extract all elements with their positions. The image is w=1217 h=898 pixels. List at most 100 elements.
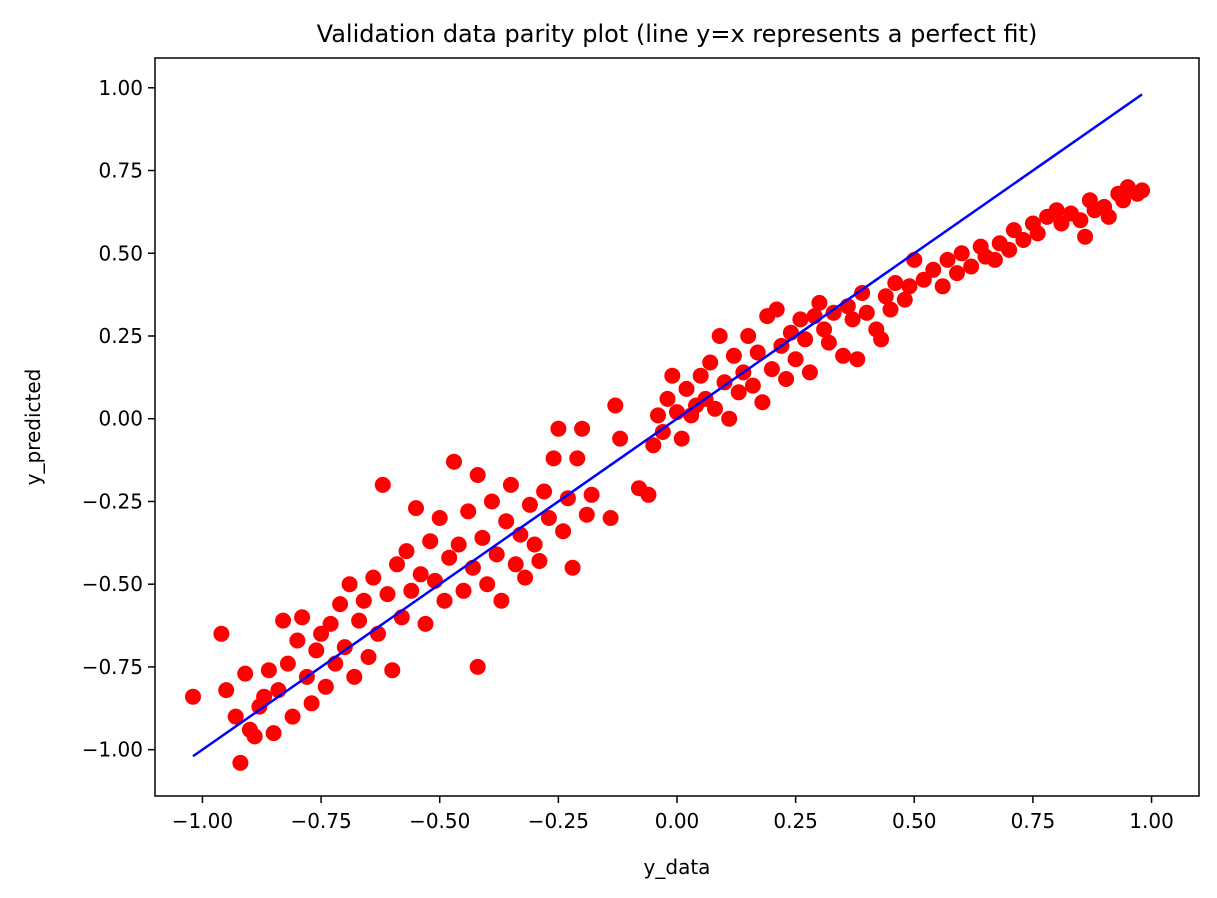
data-point bbox=[517, 569, 534, 586]
data-point bbox=[355, 592, 372, 609]
data-point bbox=[963, 258, 980, 275]
data-point bbox=[313, 625, 330, 642]
data-point bbox=[740, 328, 757, 344]
data-point bbox=[725, 347, 742, 364]
data-point bbox=[986, 251, 1003, 268]
x-tick-label: 0.50 bbox=[892, 809, 937, 833]
data-point bbox=[502, 476, 519, 493]
data-point bbox=[768, 301, 785, 318]
data-point bbox=[1100, 208, 1117, 225]
data-point bbox=[389, 556, 405, 573]
data-point bbox=[374, 476, 391, 493]
data-point bbox=[1072, 212, 1089, 229]
data-point bbox=[583, 486, 600, 503]
y-axis: −1.00 −0.75 −0.50 −0.25 0.00 0.25 0.50 0.75 1.00 bbox=[82, 76, 155, 762]
data-point bbox=[1048, 202, 1065, 219]
data-point bbox=[835, 347, 852, 364]
data-point bbox=[498, 513, 515, 530]
data-point bbox=[925, 261, 942, 278]
data-point bbox=[887, 275, 904, 291]
data-point bbox=[531, 553, 548, 569]
data-point bbox=[289, 632, 306, 649]
data-point bbox=[640, 486, 657, 503]
plot-frame bbox=[154, 57, 1200, 797]
data-point bbox=[721, 410, 738, 427]
x-tick-label: −0.75 bbox=[290, 809, 351, 833]
data-point bbox=[450, 536, 467, 553]
data-point bbox=[569, 450, 586, 467]
data-point bbox=[1001, 241, 1018, 258]
data-point bbox=[308, 642, 325, 659]
data-point bbox=[260, 662, 277, 679]
data-point bbox=[730, 384, 747, 401]
data-point bbox=[256, 688, 273, 705]
data-point bbox=[744, 377, 761, 394]
data-point bbox=[265, 725, 282, 742]
x-axis: −1.00 −0.75 −0.50 −0.25 0.00 0.25 0.50 0.75 1.00 bbox=[172, 796, 1174, 833]
data-point bbox=[469, 467, 486, 483]
data-point bbox=[692, 367, 709, 384]
data-point bbox=[854, 285, 871, 301]
data-point bbox=[825, 304, 842, 321]
data-point bbox=[1005, 222, 1022, 239]
data-point bbox=[275, 612, 292, 629]
x-tick-label: −0.25 bbox=[528, 809, 589, 833]
data-point bbox=[1134, 182, 1151, 199]
data-point bbox=[536, 483, 553, 500]
y-tick-label: −1.00 bbox=[82, 738, 143, 762]
data-point bbox=[332, 596, 349, 613]
data-point bbox=[237, 665, 254, 682]
data-point bbox=[460, 503, 477, 520]
data-point bbox=[227, 708, 244, 725]
data-point bbox=[574, 420, 591, 437]
data-point bbox=[820, 334, 837, 351]
data-point bbox=[303, 695, 320, 712]
data-point bbox=[749, 344, 766, 361]
data-point bbox=[479, 576, 496, 593]
data-point bbox=[896, 291, 913, 308]
data-point bbox=[294, 609, 311, 626]
x-tick-label: 0.25 bbox=[773, 809, 818, 833]
x-tick-label: 1.00 bbox=[1129, 809, 1174, 833]
y-tick-label: 0.25 bbox=[98, 324, 143, 348]
data-point bbox=[493, 592, 510, 609]
data-point bbox=[787, 351, 804, 368]
data-point bbox=[901, 278, 918, 295]
data-point bbox=[346, 668, 363, 685]
data-point bbox=[436, 592, 453, 609]
data-point bbox=[246, 728, 263, 745]
data-point bbox=[882, 301, 899, 318]
x-tick-label: 0.75 bbox=[1011, 809, 1056, 833]
chart-title: Validation data parity plot (line y=x re… bbox=[317, 20, 1038, 48]
data-point bbox=[213, 625, 230, 642]
x-tick-label: 0.00 bbox=[655, 809, 700, 833]
data-point bbox=[602, 510, 619, 526]
y-tick-label: 0.75 bbox=[98, 159, 143, 183]
data-point bbox=[707, 400, 723, 417]
y-tick-label: 1.00 bbox=[98, 76, 143, 100]
data-point bbox=[939, 251, 956, 268]
data-point bbox=[232, 754, 249, 771]
data-point bbox=[1015, 232, 1032, 248]
data-point bbox=[858, 304, 875, 321]
data-point bbox=[801, 364, 818, 381]
y-tick-label: −0.50 bbox=[82, 572, 143, 596]
data-point bbox=[322, 615, 339, 632]
data-point bbox=[365, 569, 382, 586]
data-point bbox=[455, 582, 472, 599]
data-point bbox=[559, 490, 576, 507]
data-point bbox=[934, 278, 951, 295]
data-point bbox=[550, 420, 567, 437]
data-point bbox=[1077, 228, 1094, 245]
data-point bbox=[564, 559, 581, 576]
data-point bbox=[555, 523, 572, 540]
data-point bbox=[673, 430, 690, 447]
data-point bbox=[763, 361, 780, 378]
data-point bbox=[384, 662, 401, 679]
data-point bbox=[811, 294, 828, 311]
data-point bbox=[540, 510, 557, 526]
data-point bbox=[650, 407, 666, 424]
reference-line-layer bbox=[192, 93, 1143, 758]
y-tick-label: −0.25 bbox=[82, 489, 143, 513]
